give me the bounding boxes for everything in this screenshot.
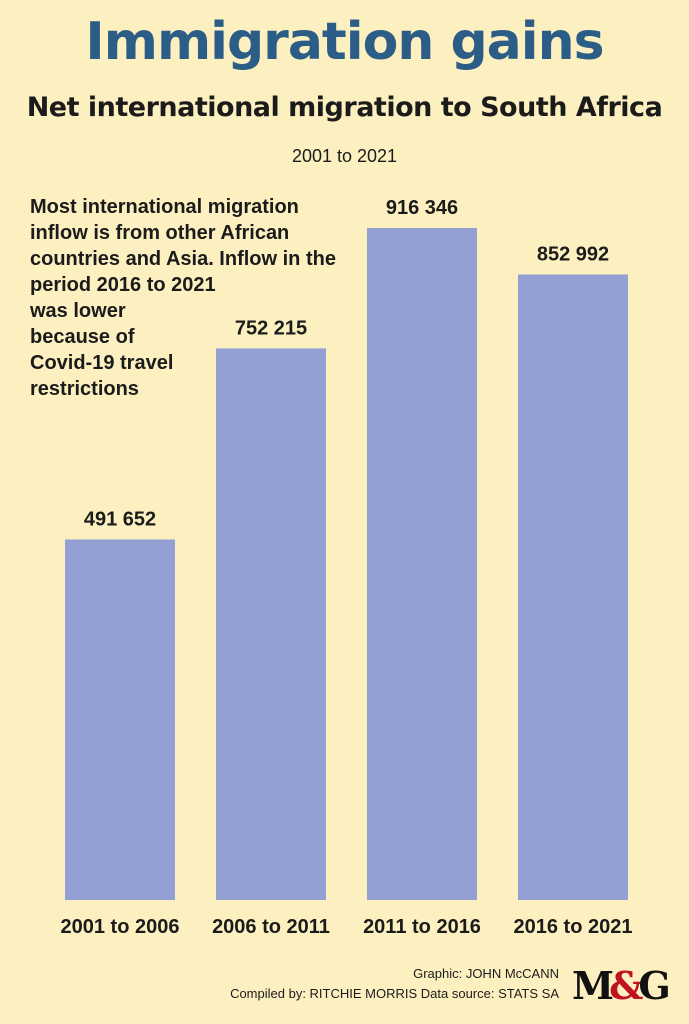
bar-1: [65, 539, 175, 900]
annotation-line: because of: [30, 326, 135, 348]
logo-g: G: [638, 963, 670, 1008]
category-label: 2001 to 2006: [61, 916, 180, 938]
logo-m: M: [572, 963, 614, 1008]
mg-logo: M&G: [572, 963, 672, 1013]
annotation-line: Most international migration: [30, 196, 299, 218]
annotation-line: inflow is from other African: [30, 222, 290, 244]
annotation-line: was lower: [30, 300, 126, 322]
chart-subtitle: Net international migration to South Afr…: [26, 92, 663, 123]
chart-annotation: Most international migration inflow is f…: [30, 194, 336, 402]
annotation-line: Covid-19 travel: [30, 352, 174, 374]
source-credit: Compiled by: RITCHIE MORRIS Data source:…: [230, 986, 559, 1001]
logo-ampersand: &: [609, 963, 643, 1008]
annotation-line: countries and Asia. Inflow in the: [30, 248, 336, 270]
annotation-line: period 2016 to 2021: [30, 274, 216, 296]
bar-value-label: 916 346: [386, 197, 458, 219]
bar-4: [518, 274, 628, 901]
bar-value-label: 491 652: [84, 508, 156, 530]
credits: Graphic: JOHN McCANN Compiled by: RITCHI…: [230, 964, 559, 1004]
category-label: 2011 to 2016: [363, 916, 481, 938]
bar-3: [367, 228, 477, 900]
bar-2: [216, 348, 326, 900]
chart-title: Immigration gains: [85, 12, 604, 72]
annotation-line: restrictions: [30, 378, 139, 400]
date-range-label: 2001 to 2021: [291, 146, 398, 166]
graphic-credit: Graphic: JOHN McCANN: [413, 966, 559, 981]
category-label: 2016 to 2021: [514, 916, 633, 938]
category-label: 2006 to 2011: [212, 916, 330, 938]
bar-value-label: 852 992: [537, 243, 609, 265]
